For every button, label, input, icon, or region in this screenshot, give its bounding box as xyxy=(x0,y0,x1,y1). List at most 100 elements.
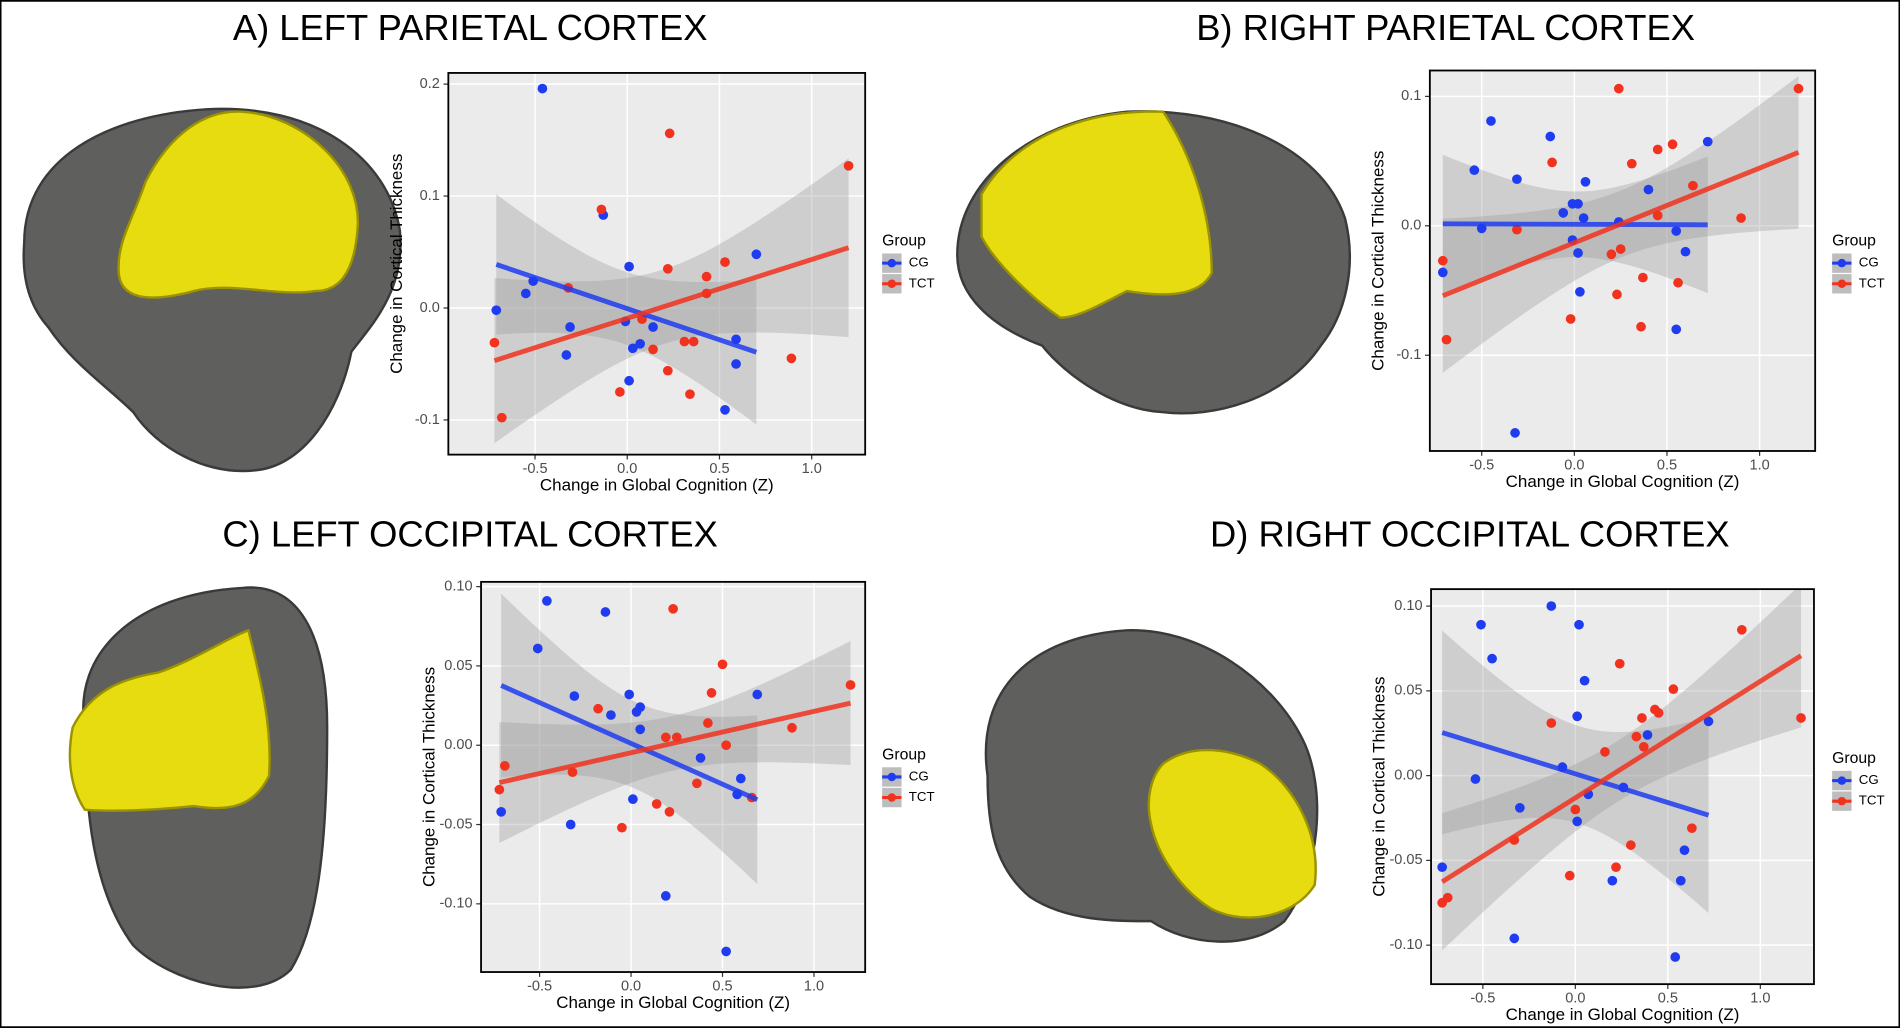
legend-key-point xyxy=(1837,279,1847,289)
point xyxy=(1638,272,1648,283)
x-tick-label: -0.5 xyxy=(1470,991,1495,1007)
point xyxy=(1643,184,1654,195)
legend-title: Group xyxy=(882,233,926,250)
point xyxy=(688,336,699,347)
point xyxy=(1570,804,1581,815)
point xyxy=(648,344,658,355)
point xyxy=(1667,139,1678,150)
point xyxy=(1652,144,1663,155)
point xyxy=(1687,823,1697,834)
x-tick-label: 0.5 xyxy=(709,461,729,477)
point xyxy=(593,703,603,714)
point xyxy=(1510,428,1520,438)
point xyxy=(1600,747,1610,757)
x-tick-label: 1.0 xyxy=(1750,991,1770,1007)
y-tick-label: -0.1 xyxy=(415,412,440,428)
point xyxy=(787,722,797,733)
point xyxy=(717,659,728,670)
plot-border xyxy=(480,580,867,973)
point xyxy=(1573,248,1583,258)
point xyxy=(692,778,702,789)
point xyxy=(1441,334,1452,345)
fit-line xyxy=(498,700,852,785)
legend-label: CG xyxy=(909,255,929,270)
point xyxy=(1486,116,1496,126)
point xyxy=(701,271,712,282)
point xyxy=(1625,840,1636,850)
point xyxy=(1673,277,1683,288)
point xyxy=(565,819,576,830)
legend-label: CG xyxy=(909,768,929,783)
point xyxy=(1437,255,1448,266)
point xyxy=(1574,619,1584,630)
point xyxy=(1680,246,1691,257)
point xyxy=(615,387,625,397)
point xyxy=(1671,324,1682,335)
legend-label: CG xyxy=(1859,772,1879,787)
fit-line xyxy=(1442,221,1708,228)
x-axis-label: Change in Global Cognition (Z) xyxy=(540,476,774,495)
point xyxy=(1796,713,1806,723)
point xyxy=(1545,131,1556,142)
point xyxy=(537,83,548,94)
point xyxy=(695,753,706,763)
y-tick-label: -0.10 xyxy=(1389,937,1422,953)
point xyxy=(491,305,502,316)
legend-key-point xyxy=(1837,796,1847,806)
plot-border xyxy=(1430,588,1815,986)
point xyxy=(1580,176,1591,187)
point xyxy=(1572,711,1583,722)
point xyxy=(606,710,616,720)
point xyxy=(751,249,762,260)
x-tick-label: 0.5 xyxy=(1658,991,1678,1007)
point xyxy=(1653,708,1664,718)
point xyxy=(1469,165,1480,176)
point xyxy=(662,365,673,376)
point xyxy=(565,322,575,332)
point xyxy=(1564,870,1575,881)
point xyxy=(489,337,500,348)
y-tick-label: 0.1 xyxy=(420,188,440,204)
point xyxy=(679,336,690,347)
plot-border xyxy=(447,72,867,456)
point xyxy=(1437,267,1448,278)
panel-title: A) LEFT PARIETAL CORTEX xyxy=(233,7,708,48)
y-axis-label: Change in Cortical Thickness xyxy=(420,667,439,887)
brain-left-occipital xyxy=(68,586,329,989)
confidence-band xyxy=(494,158,849,444)
brain-left-parietal xyxy=(22,107,402,473)
point xyxy=(1638,741,1649,752)
x-tick-label: 1.0 xyxy=(802,461,822,477)
point xyxy=(1558,208,1569,218)
point xyxy=(1626,158,1637,169)
y-tick-label: 0.05 xyxy=(1394,683,1422,699)
point xyxy=(628,794,638,804)
fit-line xyxy=(495,262,758,355)
y-tick-label: 0.10 xyxy=(1394,598,1422,614)
point xyxy=(1671,226,1682,236)
y-tick-label: -0.05 xyxy=(439,816,472,832)
x-axis-label: Change in Global Cognition (Z) xyxy=(1506,472,1740,491)
point xyxy=(1688,180,1698,191)
legend-key-point xyxy=(1837,776,1847,785)
y-tick-label: 0.05 xyxy=(444,658,472,674)
point xyxy=(561,350,572,360)
point xyxy=(1631,731,1642,742)
point xyxy=(1611,862,1621,873)
confidence-band xyxy=(501,593,758,885)
point xyxy=(668,603,678,614)
point xyxy=(567,767,578,778)
point xyxy=(617,822,627,833)
fit-line xyxy=(1441,150,1800,299)
legend-key-point xyxy=(887,772,897,782)
panel-title: B) RIGHT PARIETAL CORTEX xyxy=(1196,7,1695,48)
point xyxy=(624,261,634,272)
point xyxy=(735,773,746,784)
point xyxy=(1702,136,1713,147)
legend-title: Group xyxy=(1832,750,1876,767)
point xyxy=(1679,845,1690,856)
fit-line xyxy=(500,683,759,802)
point xyxy=(1546,718,1557,728)
y-tick-label: 0.1 xyxy=(1401,88,1421,104)
